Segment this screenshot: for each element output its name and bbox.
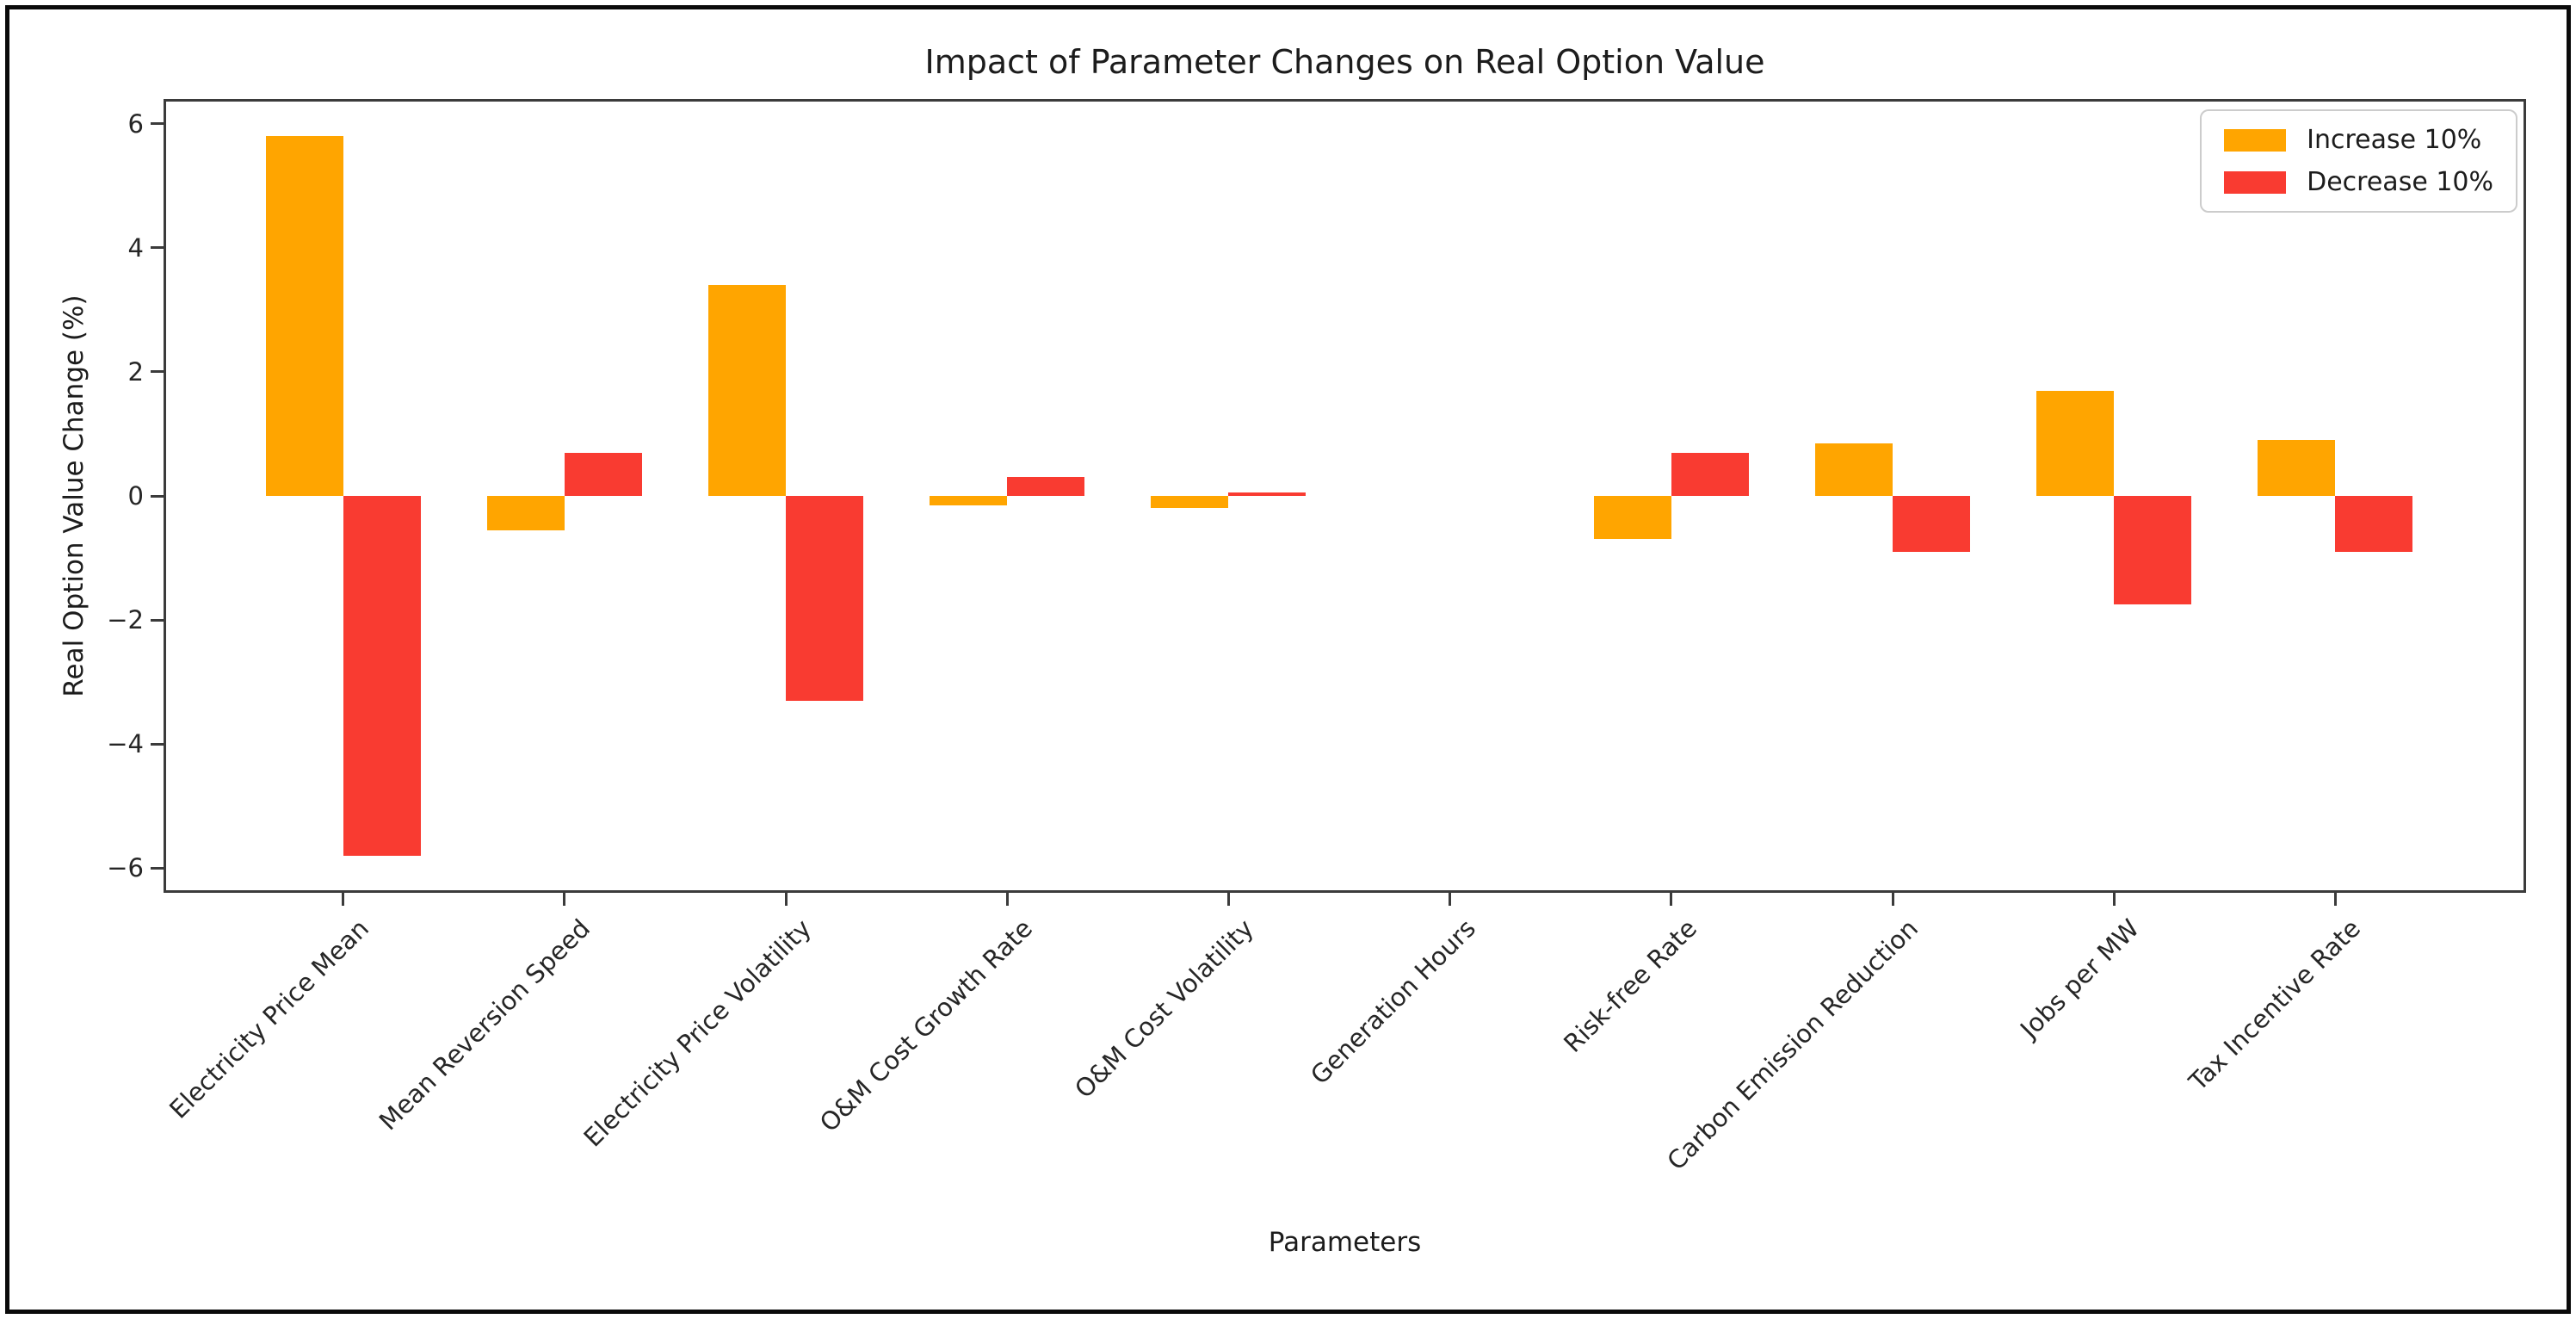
bar-increase-10-electricity-price-volatility — [708, 285, 786, 496]
x-tick-label-jobs-per-mw: Jobs per MW — [2014, 913, 2146, 1044]
bar-increase-10-o-m-cost-volatility — [1151, 496, 1229, 509]
bar-decrease-10-o-m-cost-volatility — [1228, 492, 1307, 496]
bar-decrease-10-jobs-per-mw — [2114, 496, 2192, 605]
x-tick-mark — [1670, 893, 1673, 906]
x-tick-label-tax-incentive-rate: Tax Incentive Rate — [2184, 913, 2367, 1097]
bar-decrease-10-o-m-cost-growth-rate — [1007, 477, 1085, 496]
x-tick-mark — [784, 893, 788, 906]
y-tick-label: 2 — [127, 356, 144, 387]
y-tick-label: −2 — [107, 605, 144, 635]
x-tick-mark — [342, 893, 345, 906]
legend-swatch-increase — [2224, 128, 2287, 152]
y-tick-mark — [151, 494, 164, 498]
y-tick-mark — [151, 866, 164, 870]
x-tick-mark — [563, 893, 566, 906]
x-tick-label-electricity-price-volatility: Electricity Price Volatility — [578, 913, 818, 1153]
legend-label-decrease: Decrease 10% — [2307, 167, 2493, 197]
y-tick-mark — [151, 618, 164, 622]
x-axis-label: Parameters — [1268, 1227, 1422, 1258]
legend-swatch-decrease — [2224, 170, 2287, 194]
legend-item-decrease: Decrease 10% — [2224, 167, 2493, 197]
y-tick-label: 4 — [127, 232, 144, 263]
y-tick-mark — [151, 370, 164, 374]
bar-increase-10-mean-reversion-speed — [486, 496, 565, 530]
bar-decrease-10-carbon-emission-reduction — [1893, 496, 1970, 552]
legend-label-increase: Increase 10% — [2307, 125, 2482, 155]
y-tick-label: −6 — [107, 853, 144, 883]
x-tick-mark — [2112, 893, 2116, 906]
bar-increase-10-electricity-price-mean — [265, 136, 343, 496]
chart-title: Impact of Parameter Changes on Real Opti… — [924, 43, 1765, 81]
bar-increase-10-risk-free-rate — [1593, 496, 1671, 540]
x-tick-mark — [2333, 893, 2337, 906]
y-tick-label: 6 — [127, 108, 144, 139]
bar-decrease-10-mean-reversion-speed — [564, 452, 642, 496]
legend-item-increase: Increase 10% — [2224, 125, 2493, 155]
bar-decrease-10-tax-incentive-rate — [2335, 496, 2413, 552]
bar-decrease-10-risk-free-rate — [1671, 452, 1749, 496]
bar-increase-10-tax-incentive-rate — [2258, 440, 2336, 496]
y-tick-label: −4 — [107, 729, 144, 759]
bar-increase-10-o-m-cost-growth-rate — [930, 496, 1008, 505]
x-tick-label-mean-reversion-speed: Mean Reversion Speed — [373, 913, 596, 1136]
bar-decrease-10-electricity-price-volatility — [786, 496, 863, 701]
x-tick-label-risk-free-rate: Risk-free Rate — [1557, 913, 1702, 1058]
y-tick-label: 0 — [127, 481, 144, 511]
x-tick-label-o-m-cost-growth-rate: O&M Cost Growth Rate — [813, 913, 1039, 1138]
legend: Increase 10% Decrease 10% — [2200, 109, 2517, 213]
x-tick-mark — [1005, 893, 1009, 906]
bar-increase-10-jobs-per-mw — [2036, 390, 2115, 496]
x-tick-label-carbon-emission-reduction: Carbon Emission Reduction — [1661, 913, 1924, 1176]
y-tick-mark — [151, 246, 164, 250]
x-tick-mark — [1226, 893, 1230, 906]
x-tick-mark — [1891, 893, 1894, 906]
bar-increase-10-carbon-emission-reduction — [1815, 443, 1893, 496]
x-tick-label-electricity-price-mean: Electricity Price Mean — [163, 913, 374, 1124]
y-tick-mark — [151, 742, 164, 746]
x-tick-label-generation-hours: Generation Hours — [1304, 913, 1481, 1091]
x-tick-mark — [1449, 893, 1452, 906]
y-tick-mark — [151, 122, 164, 126]
x-tick-label-o-m-cost-volatility: O&M Cost Volatility — [1069, 913, 1260, 1105]
bar-decrease-10-electricity-price-mean — [343, 496, 421, 856]
